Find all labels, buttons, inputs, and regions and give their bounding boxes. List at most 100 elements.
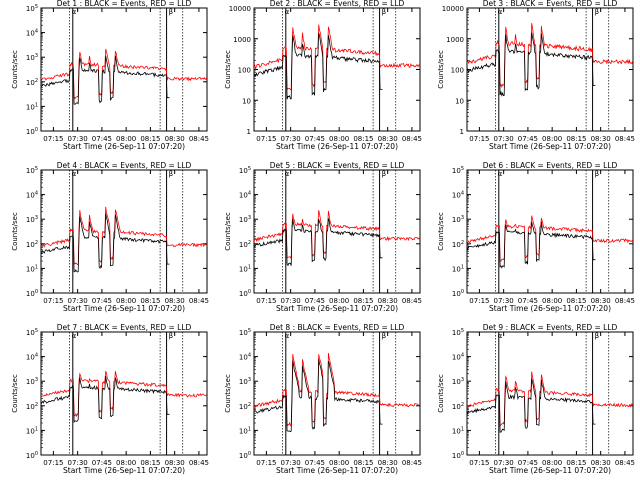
y-tick-label: 103 [452, 377, 464, 386]
plot-frame [40, 7, 208, 132]
y-tick-label: 103 [452, 215, 464, 224]
x-tick-label: 08:30 [378, 297, 398, 305]
events-series-line [467, 378, 596, 433]
x-tick-label: 07:30 [494, 297, 514, 305]
y-tick-label: 100 [452, 451, 464, 460]
x-tick-label: 08:15 [353, 297, 373, 305]
x-tick-label: 08:00 [329, 297, 349, 305]
plot-frame [466, 169, 634, 294]
y-tick-label: 101 [239, 264, 251, 273]
x-axis-label: Start Time (26-Sep-11 07:07:20) [489, 142, 611, 151]
y-axis-label: Counts/sec [224, 374, 232, 413]
y-tick-label: 104 [452, 191, 464, 200]
x-tick-label: 08:00 [542, 297, 562, 305]
time-marker-label: β [595, 8, 599, 16]
time-marker-label: α [72, 332, 77, 340]
plot-frame [466, 331, 634, 456]
x-tick-label: 08:45 [615, 459, 635, 467]
panel-title: Det 3 : BLACK = Events, RED = LLD [483, 0, 618, 8]
x-tick-label: 08:15 [566, 135, 586, 143]
y-tick-label: 102 [239, 402, 251, 411]
x-axis-label: Start Time (26-Sep-11 07:07:20) [276, 304, 398, 313]
y-tick-label: 1000 [233, 36, 251, 44]
x-tick-label: 08:15 [353, 135, 373, 143]
y-tick-label: 104 [26, 191, 38, 200]
y-tick-label: 100 [26, 127, 38, 136]
y-tick-label: 104 [26, 353, 38, 362]
plot-frame [40, 331, 208, 456]
events-series-line [41, 55, 170, 105]
time-marker-label: β [595, 332, 599, 340]
x-tick-label: 08:15 [140, 459, 160, 467]
x-axis-label: Start Time (26-Sep-11 07:07:20) [63, 466, 185, 475]
events-series-line [41, 375, 170, 423]
panel-title: Det 1 : BLACK = Events, RED = LLD [57, 0, 192, 8]
x-tick-label: 07:15 [256, 135, 276, 143]
time-marker-label: β [595, 170, 599, 178]
events-series-line [467, 32, 596, 97]
panel-title: Det 4 : BLACK = Events, RED = LLD [57, 161, 192, 170]
y-tick-label: 100 [451, 67, 464, 75]
events-series-line [254, 359, 383, 433]
y-tick-label: 105 [26, 4, 38, 13]
y-tick-label: 104 [239, 191, 251, 200]
x-tick-label: 08:30 [165, 459, 185, 467]
y-tick-label: 1 [460, 128, 464, 136]
x-tick-label: 08:45 [189, 459, 209, 467]
panel-det-1: Det 1 : BLACK = Events, RED = LLD 100 101 1… [11, 0, 209, 151]
x-tick-label: 08:15 [566, 297, 586, 305]
x-axis-label: Start Time (26-Sep-11 07:07:20) [489, 466, 611, 475]
y-axis-label: Counts/sec [437, 374, 445, 413]
events-series-line [41, 213, 170, 273]
y-tick-label: 100 [238, 67, 251, 75]
time-marker-label: α [285, 8, 290, 16]
time-marker-label: α [498, 332, 503, 340]
y-tick-label: 103 [26, 215, 38, 224]
x-tick-label: 08:15 [353, 459, 373, 467]
y-tick-label: 103 [239, 377, 251, 386]
x-tick-label: 07:15 [43, 135, 63, 143]
x-tick-label: 07:15 [256, 297, 276, 305]
x-tick-label: 07:15 [43, 459, 63, 467]
time-marker-label: β [382, 8, 386, 16]
x-tick-label: 08:00 [329, 459, 349, 467]
x-tick-label: 07:15 [469, 135, 489, 143]
lld-series-line [467, 215, 633, 262]
x-tick-label: 08:30 [591, 135, 611, 143]
x-tick-label: 08:45 [402, 459, 422, 467]
x-axis-label: Start Time (26-Sep-11 07:07:20) [63, 304, 185, 313]
x-tick-label: 08:45 [615, 135, 635, 143]
y-tick-label: 103 [26, 53, 38, 62]
y-tick-label: 102 [239, 240, 251, 249]
y-tick-label: 1000 [446, 36, 464, 44]
y-axis-label: Counts/sec [11, 212, 19, 251]
x-tick-label: 07:30 [68, 459, 88, 467]
time-marker-label: α [285, 170, 290, 178]
y-tick-label: 100 [239, 289, 251, 298]
y-tick-label: 100 [239, 451, 251, 460]
y-tick-label: 103 [26, 377, 38, 386]
panel-title: Det 8 : BLACK = Events, RED = LLD [270, 323, 405, 332]
x-axis-label: Start Time (26-Sep-11 07:07:20) [276, 466, 398, 475]
y-tick-label: 10000 [229, 5, 251, 13]
x-tick-label: 07:15 [256, 459, 276, 467]
y-tick-label: 104 [452, 353, 464, 362]
x-tick-label: 08:30 [378, 135, 398, 143]
x-tick-label: 07:45 [305, 135, 325, 143]
x-tick-label: 07:30 [494, 135, 514, 143]
events-series-line [467, 221, 596, 269]
plot-frame [253, 169, 421, 294]
x-tick-label: 07:45 [305, 297, 325, 305]
time-marker-label: β [169, 170, 173, 178]
lld-series-line [467, 23, 633, 89]
x-tick-label: 08:15 [566, 459, 586, 467]
y-tick-label: 101 [239, 426, 251, 435]
y-tick-label: 105 [26, 166, 38, 175]
events-series-line [254, 218, 383, 267]
y-axis-label: Counts/sec [224, 212, 232, 251]
panel-det-9: Det 9 : BLACK = Events, RED = LLD 100 101 1… [437, 323, 635, 475]
y-tick-label: 105 [26, 328, 38, 337]
y-tick-label: 101 [452, 426, 464, 435]
lld-series-line [254, 210, 420, 260]
x-tick-label: 07:15 [43, 297, 63, 305]
